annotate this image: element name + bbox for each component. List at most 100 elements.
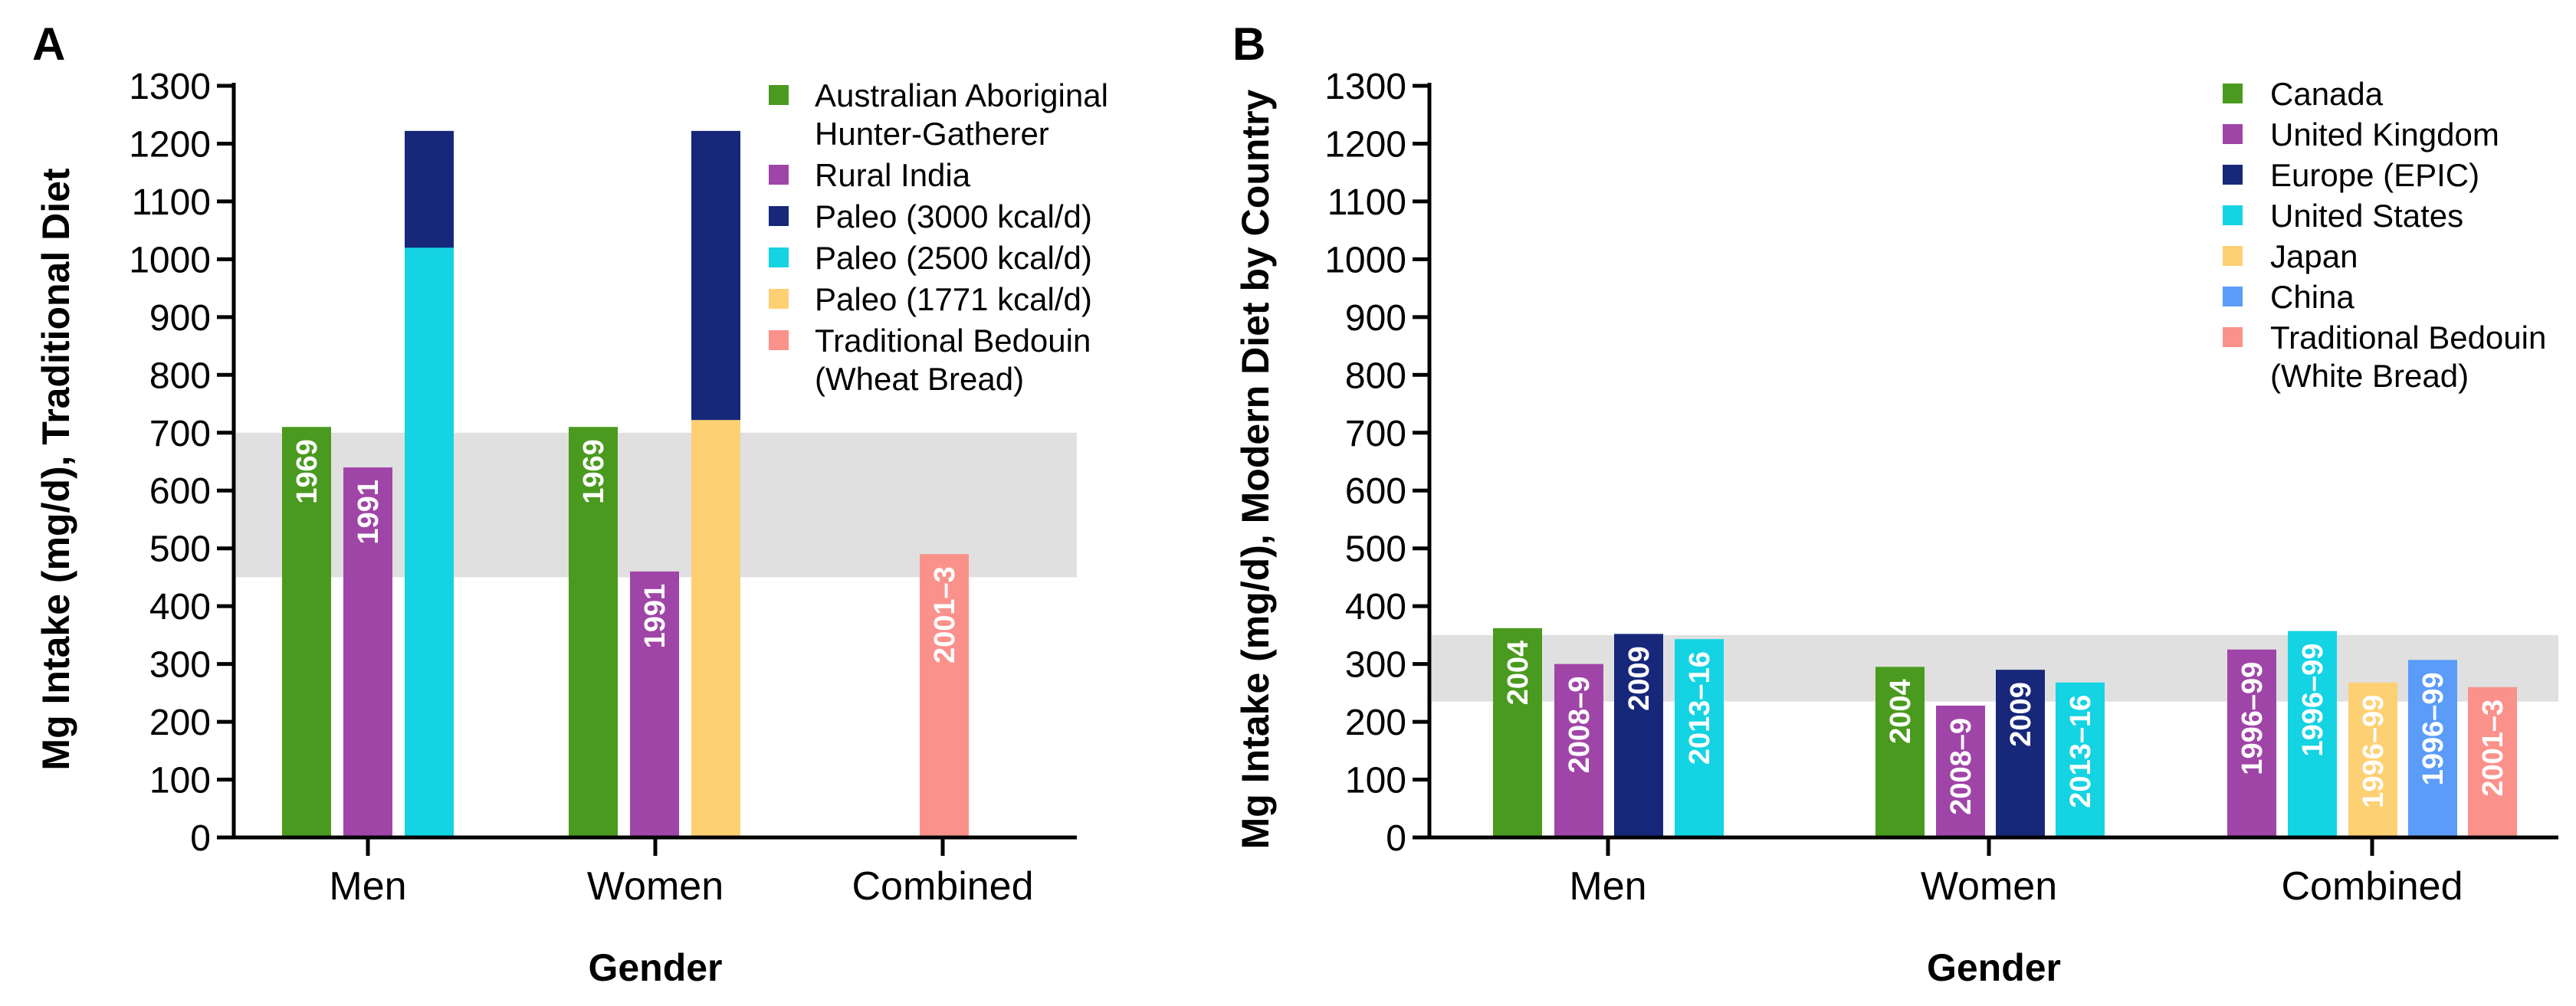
panel-a-legend-label: Paleo (3000 kcal/d): [815, 198, 1092, 234]
panel-b-legend-label: Traditional Bedouin: [2270, 319, 2546, 356]
panel-b-bar-women-united-states: [2056, 682, 2105, 837]
panel-b-legend-swatch: [2223, 246, 2243, 266]
panel-a-legend-swatch: [769, 247, 789, 267]
panel-b-bar-women-united-kingdom: [1936, 705, 1985, 837]
panel-a-legend-label: Paleo (2500 kcal/d): [815, 240, 1092, 276]
panel-b-chart: B 2004 2008–9 2009 2013–16 2004 2008–9 2009 2013…: [1232, 18, 2558, 989]
panel-b-y-tick-label: 900: [1345, 298, 1406, 339]
panel-a-y-tick-label: 1000: [129, 240, 211, 280]
panel-b-legend-label: China: [2270, 279, 2354, 315]
panel-b-bar-label: 2001–3: [2477, 700, 2509, 797]
panel-a-y-axis-title: Mg Intake (mg/d), Traditional Diet: [34, 168, 77, 771]
panel-a-x-category-label: Men: [329, 864, 406, 909]
panel-a-y-tick-label: 600: [149, 471, 211, 512]
panel-b-bar-label: 2004: [1502, 641, 1534, 706]
panel-b-y-tick-label: 800: [1345, 356, 1406, 396]
panel-a-legend-label: Traditional Bedouin: [815, 323, 1091, 359]
panel-b-y-tick-label: 600: [1345, 471, 1406, 512]
panel-b-bar-combined-japan: [2348, 682, 2397, 837]
panel-b-y-tick-label: 1300: [1324, 67, 1406, 107]
panel-b-bar-men-united-kingdom: [1554, 664, 1603, 837]
panel-b-bar-label: 2013–16: [1684, 651, 1716, 765]
panel-b-legend-label: United Kingdom: [2270, 116, 2499, 152]
panel-b-legend-swatch: [2223, 327, 2243, 347]
panel-b-bar-men-europe-epic-: [1614, 634, 1663, 837]
panel-b-legend-swatch: [2223, 124, 2243, 144]
panel-a-bar-label: 1991: [639, 584, 671, 649]
panel-b-x-category-label: Men: [1569, 864, 1646, 909]
panel-b-letter: B: [1232, 18, 1265, 70]
panel-b-legend-swatch: [2223, 165, 2243, 185]
panel-a-chart: A 1969 1991 1969 1991 2001–3 0 100 200 300 400 500 6…: [32, 18, 1108, 989]
panel-a-legend-swatch: [769, 330, 789, 350]
panel-b-y-tick-label: 1100: [1327, 182, 1406, 223]
panel-a-y-tick-label: 100: [149, 761, 211, 801]
panel-b-bar-label: 2009: [1623, 646, 1656, 711]
panel-a-x-axis-title: Gender: [588, 946, 722, 989]
panel-b-bar-label: 2013–16: [2065, 695, 2097, 808]
panel-b-bar-label: 1996–99: [2417, 672, 2450, 785]
panel-a-y-tick-label: 1300: [129, 67, 211, 107]
panel-a-bar-women-rural-india: [630, 571, 679, 837]
panel-a-letter: A: [32, 18, 65, 70]
panel-a-bar-label: 1969: [578, 439, 610, 504]
panel-a-y-tick-label: 300: [149, 645, 211, 686]
panel-b-y-tick-label: 200: [1345, 703, 1406, 743]
panel-b-y-tick-label: 400: [1345, 587, 1406, 628]
panel-a-bar-men-paleo-2500-kcal-d-: [405, 247, 454, 837]
panel-a-y-tick-label: 900: [149, 298, 211, 339]
panel-b-bar-label: 2008–9: [1564, 677, 1596, 774]
panel-b-bar-combined-united-states: [2288, 631, 2337, 837]
panel-a-legend-swatch: [769, 206, 789, 226]
panel-b-legend-label: Canada: [2270, 76, 2384, 112]
panel-a-legend-swatch: [769, 289, 789, 309]
panel-a-bar-men-rural-india: [343, 467, 392, 837]
panel-b-y-tick-label: 100: [1345, 761, 1406, 801]
panel-b-bar-men-canada: [1493, 628, 1542, 837]
panel-b-legend-label: (White Bread): [2270, 358, 2469, 394]
panel-a-y-tick-label: 0: [190, 818, 211, 859]
panel-a-bar-label: 1991: [353, 480, 385, 545]
panel-a-legend-swatch: [769, 165, 789, 185]
panel-b-bar-label: 1996–99: [2358, 695, 2390, 808]
panel-b-bar-women-canada: [1875, 667, 1925, 837]
panel-b-bar-label: 2004: [1885, 679, 1917, 744]
panel-a-y-tick-label: 1100: [132, 182, 211, 223]
panel-b-bar-label: 2009: [2005, 682, 2037, 747]
panel-a-x-category-label: Combined: [852, 864, 1033, 909]
panel-a-bar-combined-traditional-bedouin-wheat-bread-: [920, 554, 969, 837]
panel-a-legend-label: Australian Aboriginal: [815, 77, 1108, 113]
panel-b-y-tick-label: 1000: [1324, 240, 1406, 280]
panel-a-bar-women-paleo-1771-kcal-d-: [691, 420, 740, 837]
panel-b-x-category-label: Women: [1921, 864, 2057, 909]
panel-a-y-tick-label: 700: [149, 414, 211, 454]
panel-b-legend-label: Japan: [2270, 238, 2358, 274]
panel-a-bar-label: 2001–3: [929, 566, 961, 664]
panel-a-legend-label: (Wheat Bread): [815, 361, 1024, 397]
panel-a-y-tick-label: 400: [149, 587, 211, 628]
panel-a-y-tick-label: 800: [149, 356, 211, 396]
panel-b-y-tick-label: 1200: [1324, 124, 1406, 165]
panel-b-bar-combined-china: [2408, 660, 2457, 837]
panel-a-legend-label: Rural India: [815, 157, 971, 193]
panel-a-x-category-label: Women: [587, 864, 724, 909]
panel-b-x-axis-title: Gender: [1927, 946, 2061, 989]
panel-b-x-category-label: Combined: [2281, 864, 2463, 909]
panel-a-y-tick-label: 1200: [129, 124, 211, 165]
panel-b-bar-label: 1996–99: [2236, 662, 2269, 775]
panel-a-y-tick-label: 200: [149, 703, 211, 743]
panel-a-bar-men-australian-aboriginal-hunter-gatherer: [282, 427, 331, 837]
panel-b-bar-combined-united-kingdom: [2227, 649, 2276, 837]
panel-a-legend-swatch: [769, 85, 789, 105]
panel-b-bar-label: 1996–99: [2297, 644, 2329, 757]
panel-b-y-tick-label: 300: [1345, 645, 1406, 686]
panel-a-bar-label: 1969: [291, 439, 323, 504]
panel-b-bar-combined-traditional-bedouin-white-bread-: [2468, 687, 2517, 837]
panel-b-y-axis-title: Mg Intake (mg/d), Modern Diet by Country: [1234, 89, 1277, 849]
panel-a-legend-label: Paleo (1771 kcal/d): [815, 281, 1092, 317]
panel-b-legend-swatch: [2223, 205, 2243, 225]
panel-b-bar-women-europe-epic-: [1996, 670, 2045, 837]
panel-b-legend-swatch: [2223, 84, 2243, 103]
panel-b-y-tick-label: 0: [1386, 818, 1406, 859]
